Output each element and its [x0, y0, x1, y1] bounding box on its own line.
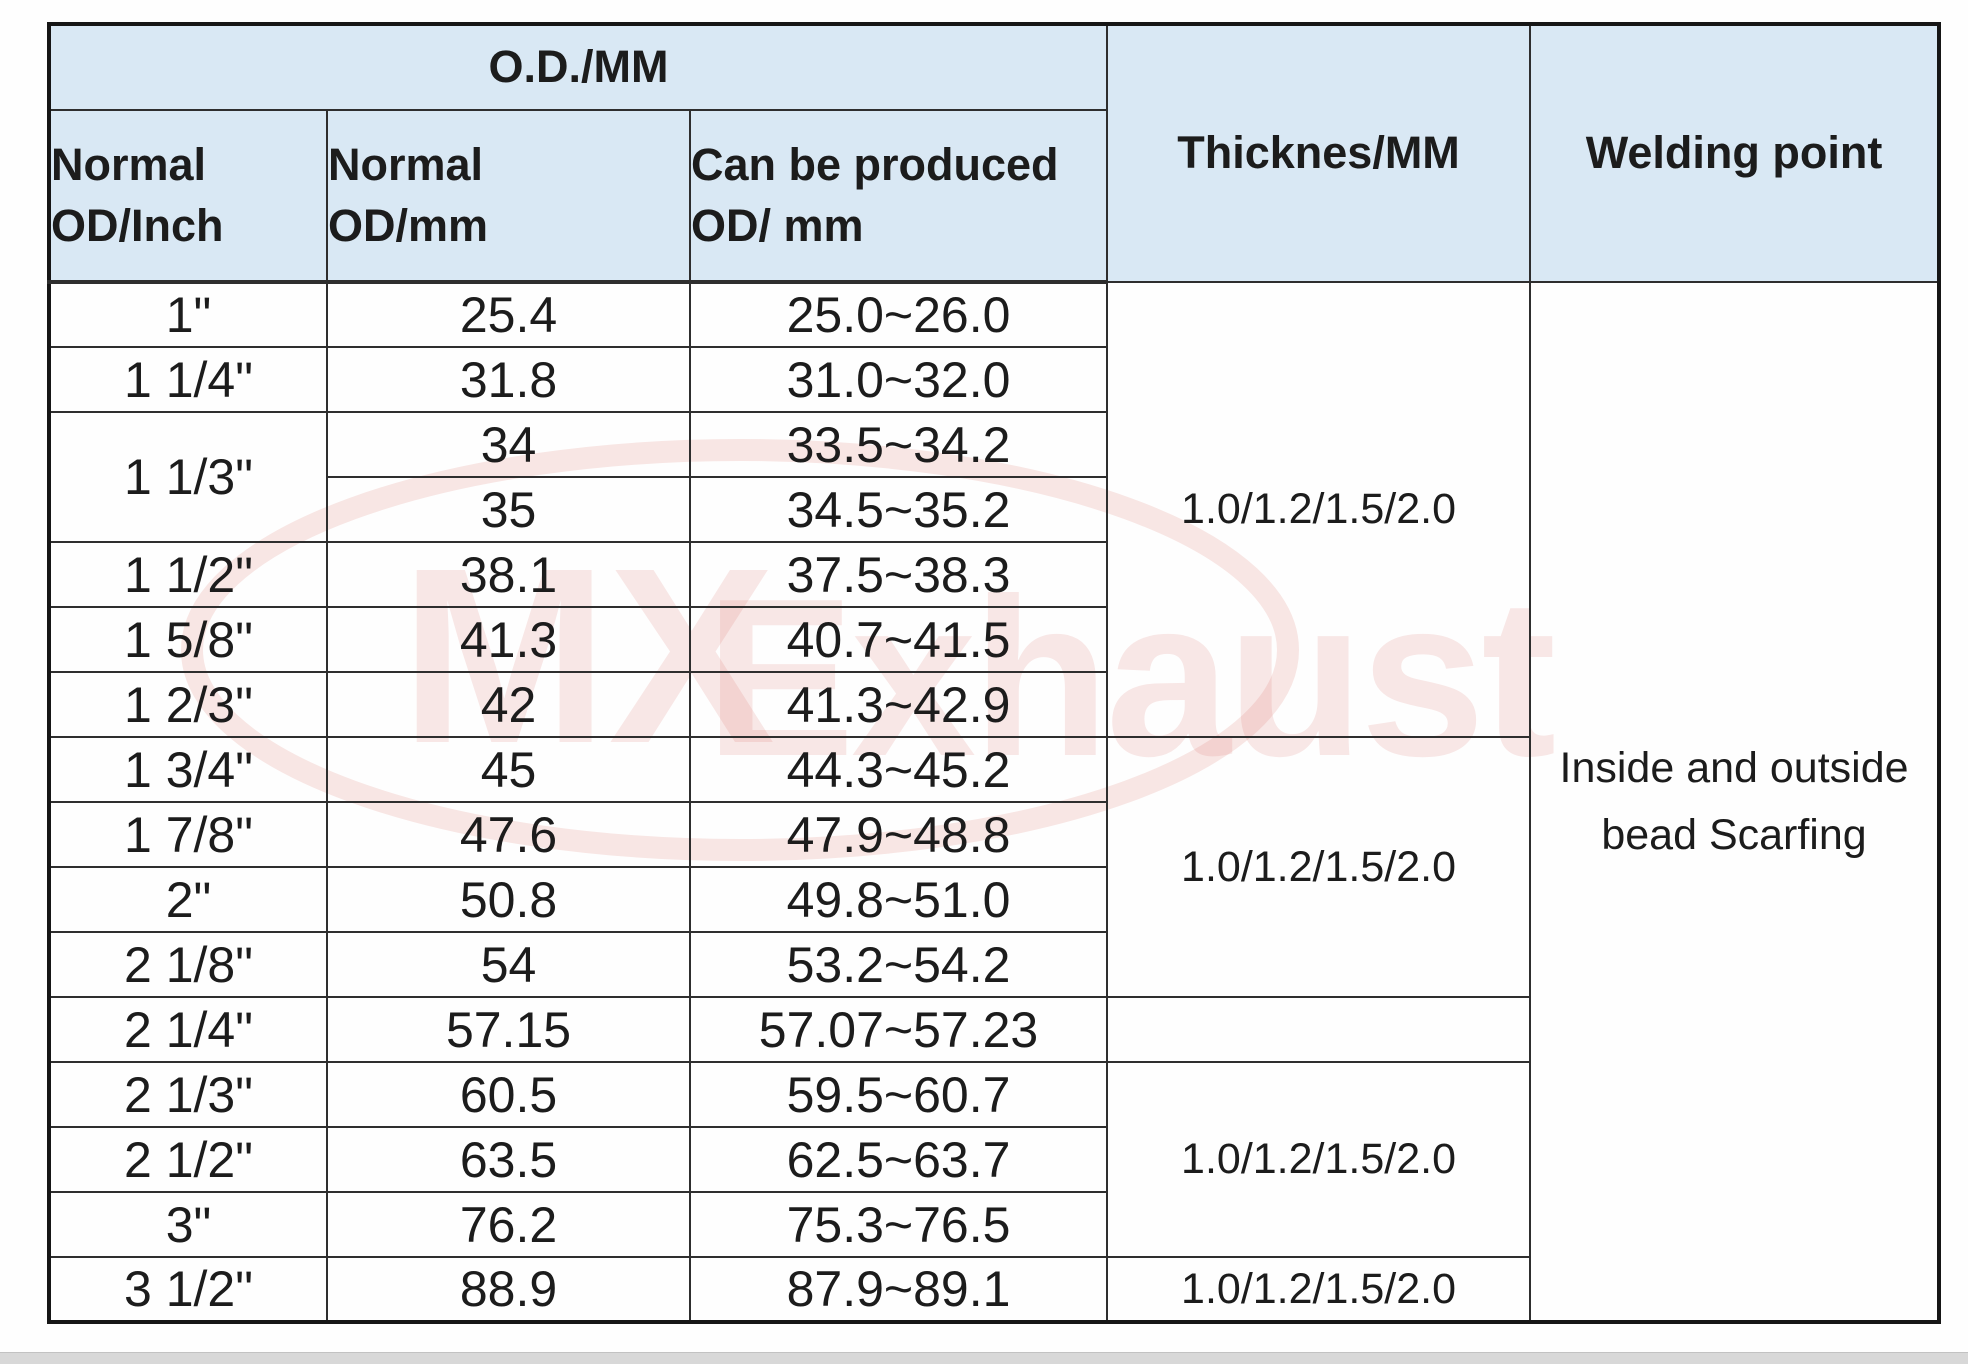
inch-cell: 2": [48, 866, 328, 933]
welding-cell: Inside and outside bead Scarfing: [1529, 281, 1941, 1323]
produced-cell: 44.3~45.2: [688, 736, 1109, 803]
mm-cell: 35: [326, 476, 691, 543]
table-row: 1 2/3" 42 41.3~42.9: [48, 671, 1939, 738]
mm-cell: 76.2: [326, 1191, 691, 1258]
bottom-strip: [0, 1352, 1968, 1364]
table-row: 3" 76.2 75.3~76.5: [48, 1191, 1939, 1258]
inch-cell: 1 1/2": [48, 541, 328, 608]
inch-cell: 1 1/3": [48, 411, 328, 543]
header-welding-point: Welding point: [1529, 23, 1941, 283]
table-row: 2 1/2" 63.5 62.5~63.7: [48, 1126, 1939, 1193]
produced-cell: 33.5~34.2: [688, 411, 1109, 478]
produced-cell: 75.3~76.5: [688, 1191, 1109, 1258]
mm-cell: 60.5: [326, 1061, 691, 1128]
thickness-cell: 1.0/1.2/1.5/2.0: [1106, 281, 1532, 738]
table-row: 2 1/8" 54 53.2~54.2: [48, 931, 1939, 998]
mm-cell: 42: [326, 671, 691, 738]
mm-cell: 88.9: [326, 1256, 691, 1323]
thickness-cell: 1.0/1.2/1.5/2.0: [1106, 736, 1532, 998]
produced-cell: 49.8~51.0: [688, 866, 1109, 933]
produced-cell: 37.5~38.3: [688, 541, 1109, 608]
produced-cell: 47.9~48.8: [688, 801, 1109, 868]
inch-cell: 1 2/3": [48, 671, 328, 738]
header-thickness: Thicknes/MM: [1106, 23, 1532, 283]
table-row: 1 5/8" 41.3 40.7~41.5: [48, 606, 1939, 673]
mm-cell: 50.8: [326, 866, 691, 933]
header-normal-od-mm: Normal OD/mm: [326, 109, 691, 284]
inch-cell: 3 1/2": [48, 1256, 328, 1323]
table-row: 1 1/2" 38.1 37.5~38.3: [48, 541, 1939, 608]
table-row: 1 1/3" 34 33.5~34.2: [48, 411, 1939, 543]
inch-cell: 1 3/4": [48, 736, 328, 803]
table-row: 1 3/4" 45 44.3~45.2 1.0/1.2/1.5/2.0: [48, 736, 1939, 998]
header-od-mm-group: O.D./MM: [47, 23, 1109, 111]
inch-cell: 1": [48, 281, 328, 348]
inch-cell: 2 1/8": [48, 931, 328, 998]
produced-cell: 57.07~57.23: [688, 996, 1109, 1063]
mm-cell: 47.6: [326, 801, 691, 868]
table-row: 2" 50.8 49.8~51.0: [48, 866, 1939, 933]
produced-cell: 31.0~32.0: [688, 346, 1109, 413]
produced-cell: 62.5~63.7: [688, 1126, 1109, 1193]
mm-cell: 31.8: [326, 346, 691, 413]
mm-cell: 34: [326, 411, 691, 478]
inch-cell: 1 7/8": [48, 801, 328, 868]
produced-cell: 59.5~60.7: [688, 1061, 1109, 1128]
produced-cell: 41.3~42.9: [688, 671, 1109, 738]
mm-cell: 54: [326, 931, 691, 998]
table-row: 3 1/2" 88.9 87.9~89.1 1.0/1.2/1.5/2.0: [48, 1256, 1939, 1323]
table-row: 2 1/4" 57.15 57.07~57.23: [48, 996, 1939, 1063]
table-row: 1" 25.4 25.0~26.0 1.0/1.2/1.5/2.0 Inside…: [48, 281, 1941, 1323]
inch-cell: 1 5/8": [48, 606, 328, 673]
produced-cell: 87.9~89.1: [688, 1256, 1109, 1323]
produced-cell: 25.0~26.0: [688, 281, 1109, 348]
thickness-cell: 1.0/1.2/1.5/2.0: [1106, 1061, 1532, 1258]
inch-cell: 2 1/2": [48, 1126, 328, 1193]
produced-cell: 40.7~41.5: [688, 606, 1109, 673]
header-row-top: O.D./MM Thicknes/MM Welding point: [47, 23, 1941, 283]
mm-cell: 57.15: [326, 996, 691, 1063]
inch-cell: 2 1/3": [48, 1061, 328, 1128]
pipe-size-table: O.D./MM Thicknes/MM Welding point Normal…: [47, 22, 1942, 1324]
table-row: 1 1/4" 31.8 31.0~32.0: [48, 346, 1939, 413]
inch-cell: 3": [48, 1191, 328, 1258]
table-row: 35 34.5~35.2: [49, 476, 1939, 543]
mm-cell: 63.5: [326, 1126, 691, 1193]
table-row: 1 7/8" 47.6 47.9~48.8: [48, 801, 1939, 868]
thickness-cell-empty: [1106, 996, 1532, 1063]
inch-cell: 2 1/4": [48, 996, 328, 1063]
header-produced-od-mm: Can be produced OD/ mm: [688, 109, 1109, 284]
table-row: 2 1/3" 60.5 59.5~60.7 1.0/1.2/1.5/2.0: [48, 1061, 1939, 1258]
produced-cell: 34.5~35.2: [688, 476, 1109, 543]
header-row-sub: Normal OD/Inch Normal OD/mm Can be produ…: [48, 109, 1939, 284]
produced-cell: 53.2~54.2: [688, 931, 1109, 998]
mm-cell: 41.3: [326, 606, 691, 673]
header-normal-od-inch: Normal OD/Inch: [48, 109, 328, 284]
thickness-cell: 1.0/1.2/1.5/2.0: [1106, 1256, 1532, 1323]
inch-cell: 1 1/4": [48, 346, 328, 413]
mm-cell: 45: [326, 736, 691, 803]
mm-cell: 38.1: [326, 541, 691, 608]
mm-cell: 25.4: [326, 281, 691, 348]
